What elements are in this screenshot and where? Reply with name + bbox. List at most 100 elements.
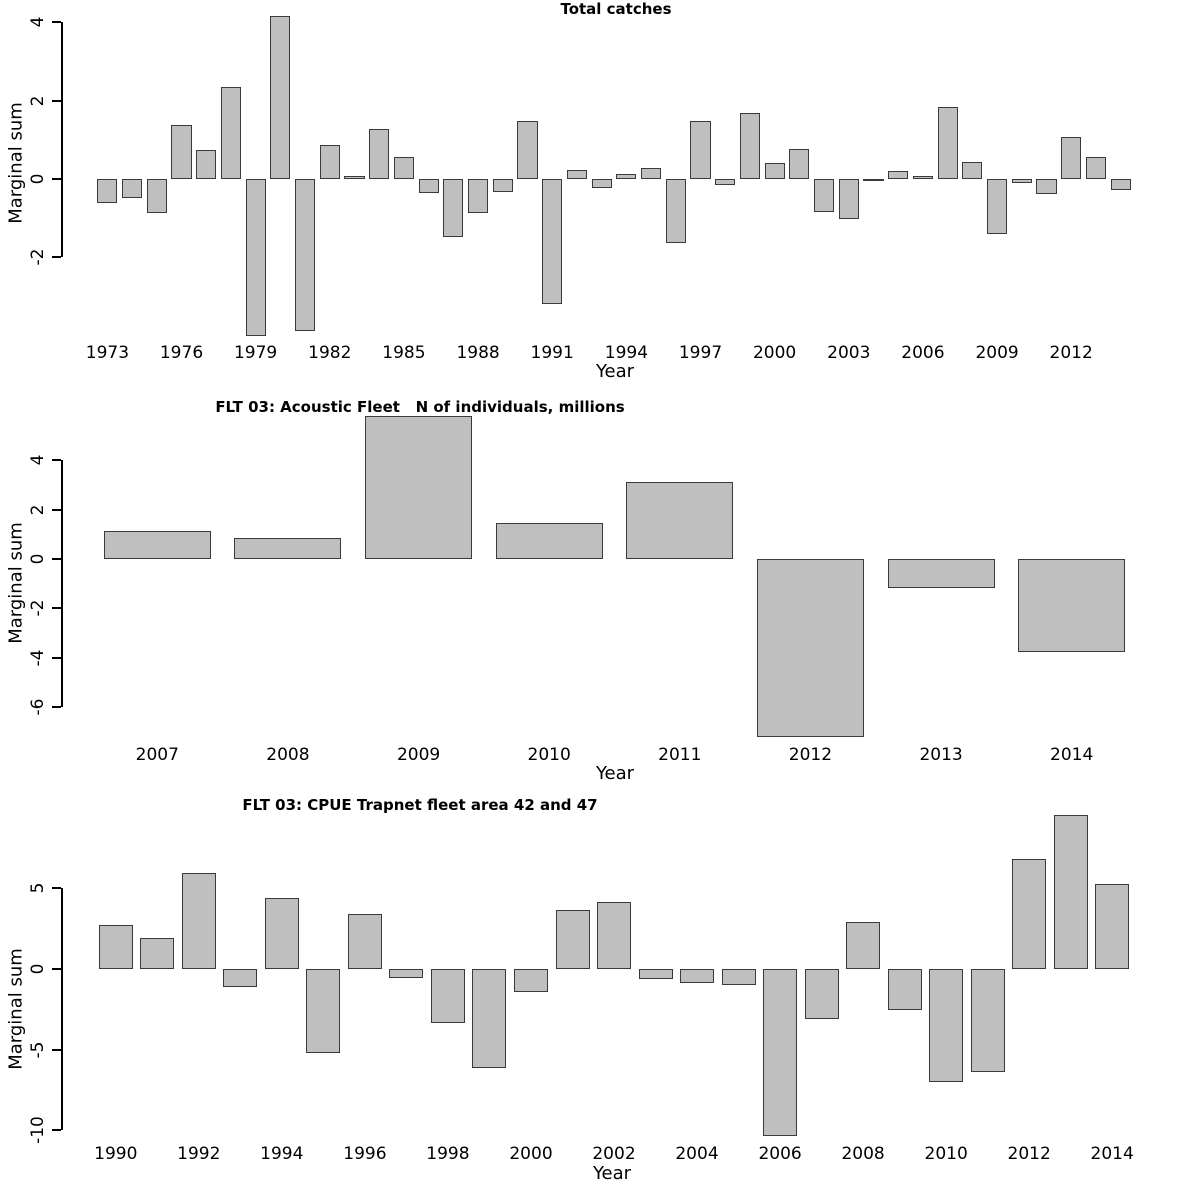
y-tick-mark bbox=[52, 256, 61, 259]
bar bbox=[763, 969, 798, 1136]
x-tick-label: 1994 bbox=[604, 343, 649, 363]
bar bbox=[146, 179, 167, 214]
y-tick-label: 0 bbox=[28, 963, 48, 975]
bar bbox=[1061, 137, 1082, 179]
bar bbox=[912, 175, 934, 179]
y-tick-label: -5 bbox=[28, 1041, 48, 1059]
bar bbox=[495, 523, 603, 559]
x-tick-label: 2000 bbox=[509, 1144, 553, 1164]
x-tick-label: 1994 bbox=[260, 1144, 304, 1164]
x-tick-label: 2014 bbox=[1050, 745, 1094, 765]
y-axis-line bbox=[61, 460, 63, 708]
x-tick-label: 1990 bbox=[94, 1144, 138, 1164]
bar bbox=[1085, 157, 1107, 179]
bar bbox=[430, 969, 465, 1024]
bar bbox=[597, 901, 631, 969]
bar bbox=[97, 179, 118, 204]
bar bbox=[319, 145, 340, 179]
y-tick-mark bbox=[52, 508, 61, 511]
y-tick-mark bbox=[52, 558, 61, 560]
bar bbox=[616, 173, 637, 179]
y-tick-mark bbox=[52, 99, 61, 102]
bar bbox=[344, 175, 365, 179]
x-tick-label: 2007 bbox=[135, 745, 179, 765]
bar bbox=[640, 168, 662, 179]
y-axis-line bbox=[61, 22, 63, 258]
bar bbox=[1018, 559, 1126, 653]
y-axis-label-acoustic-fleet: Marginal sum bbox=[5, 522, 27, 644]
y-tick-mark bbox=[52, 178, 61, 180]
y-tick-label: -6 bbox=[28, 698, 48, 716]
x-tick-label: 1988 bbox=[456, 343, 500, 363]
bar bbox=[517, 120, 538, 179]
x-tick-label: 2010 bbox=[527, 745, 571, 765]
bar bbox=[220, 86, 242, 179]
y-tick-mark bbox=[52, 887, 61, 890]
x-tick-label: 1976 bbox=[159, 343, 204, 363]
bar bbox=[306, 969, 341, 1053]
y-tick-label: -2 bbox=[28, 248, 48, 266]
y-tick-mark bbox=[52, 1048, 61, 1051]
x-tick-label: 1996 bbox=[343, 1144, 387, 1164]
bar bbox=[690, 120, 711, 179]
x-tick-label: 1997 bbox=[678, 343, 723, 363]
x-tick-label: 2004 bbox=[675, 1144, 719, 1164]
bar bbox=[566, 170, 588, 179]
x-tick-label: 2010 bbox=[924, 1144, 968, 1164]
bar bbox=[721, 969, 756, 986]
bar bbox=[715, 179, 736, 185]
y-tick-label: 4 bbox=[28, 16, 48, 28]
x-tick-label: 1998 bbox=[426, 1144, 470, 1164]
bar bbox=[1012, 859, 1047, 969]
y-tick-mark bbox=[52, 706, 61, 709]
x-tick-label: 2012 bbox=[788, 745, 833, 765]
bar bbox=[270, 16, 291, 179]
bar bbox=[789, 149, 810, 179]
bar bbox=[756, 559, 864, 737]
y-tick-label: -4 bbox=[28, 649, 48, 667]
y-tick-mark bbox=[52, 21, 61, 24]
bar bbox=[887, 969, 922, 1010]
y-tick-label: 0 bbox=[28, 173, 48, 185]
x-tick-label: 1991 bbox=[530, 343, 574, 363]
bar bbox=[1095, 883, 1130, 969]
bar bbox=[542, 179, 563, 305]
bar bbox=[103, 530, 211, 559]
bar bbox=[962, 161, 983, 179]
x-tick-label: 2012 bbox=[1049, 343, 1093, 363]
x-tick-label: 2012 bbox=[1007, 1144, 1051, 1164]
x-tick-label: 2008 bbox=[266, 745, 310, 765]
bar bbox=[467, 179, 489, 214]
x-tick-label: 2006 bbox=[901, 343, 945, 363]
bar bbox=[970, 969, 1005, 1072]
bar bbox=[591, 179, 612, 189]
y-tick-label: 4 bbox=[28, 454, 48, 466]
bar bbox=[369, 128, 390, 179]
bar bbox=[937, 107, 958, 179]
y-axis-line bbox=[61, 888, 63, 1131]
bar bbox=[513, 969, 548, 993]
bar bbox=[764, 163, 785, 179]
x-tick-label: 1982 bbox=[308, 343, 352, 363]
bar bbox=[665, 179, 686, 243]
x-tick-label: 1985 bbox=[382, 343, 426, 363]
y-tick-mark bbox=[52, 1129, 61, 1132]
bar bbox=[887, 559, 995, 588]
bar bbox=[838, 179, 859, 219]
bar bbox=[181, 873, 216, 969]
bar bbox=[888, 170, 909, 179]
bar bbox=[140, 938, 175, 969]
y-tick-mark bbox=[52, 607, 61, 610]
x-axis-label-acoustic-fleet: Year bbox=[595, 763, 635, 784]
bar bbox=[680, 969, 714, 984]
bar bbox=[492, 179, 513, 192]
bar bbox=[739, 113, 761, 179]
bar bbox=[245, 179, 266, 336]
bar bbox=[1053, 814, 1088, 969]
bar bbox=[1036, 179, 1057, 194]
x-tick-label: 2009 bbox=[975, 343, 1019, 363]
bar bbox=[264, 898, 299, 969]
x-tick-label: 2002 bbox=[592, 1144, 636, 1164]
bar bbox=[98, 925, 133, 969]
